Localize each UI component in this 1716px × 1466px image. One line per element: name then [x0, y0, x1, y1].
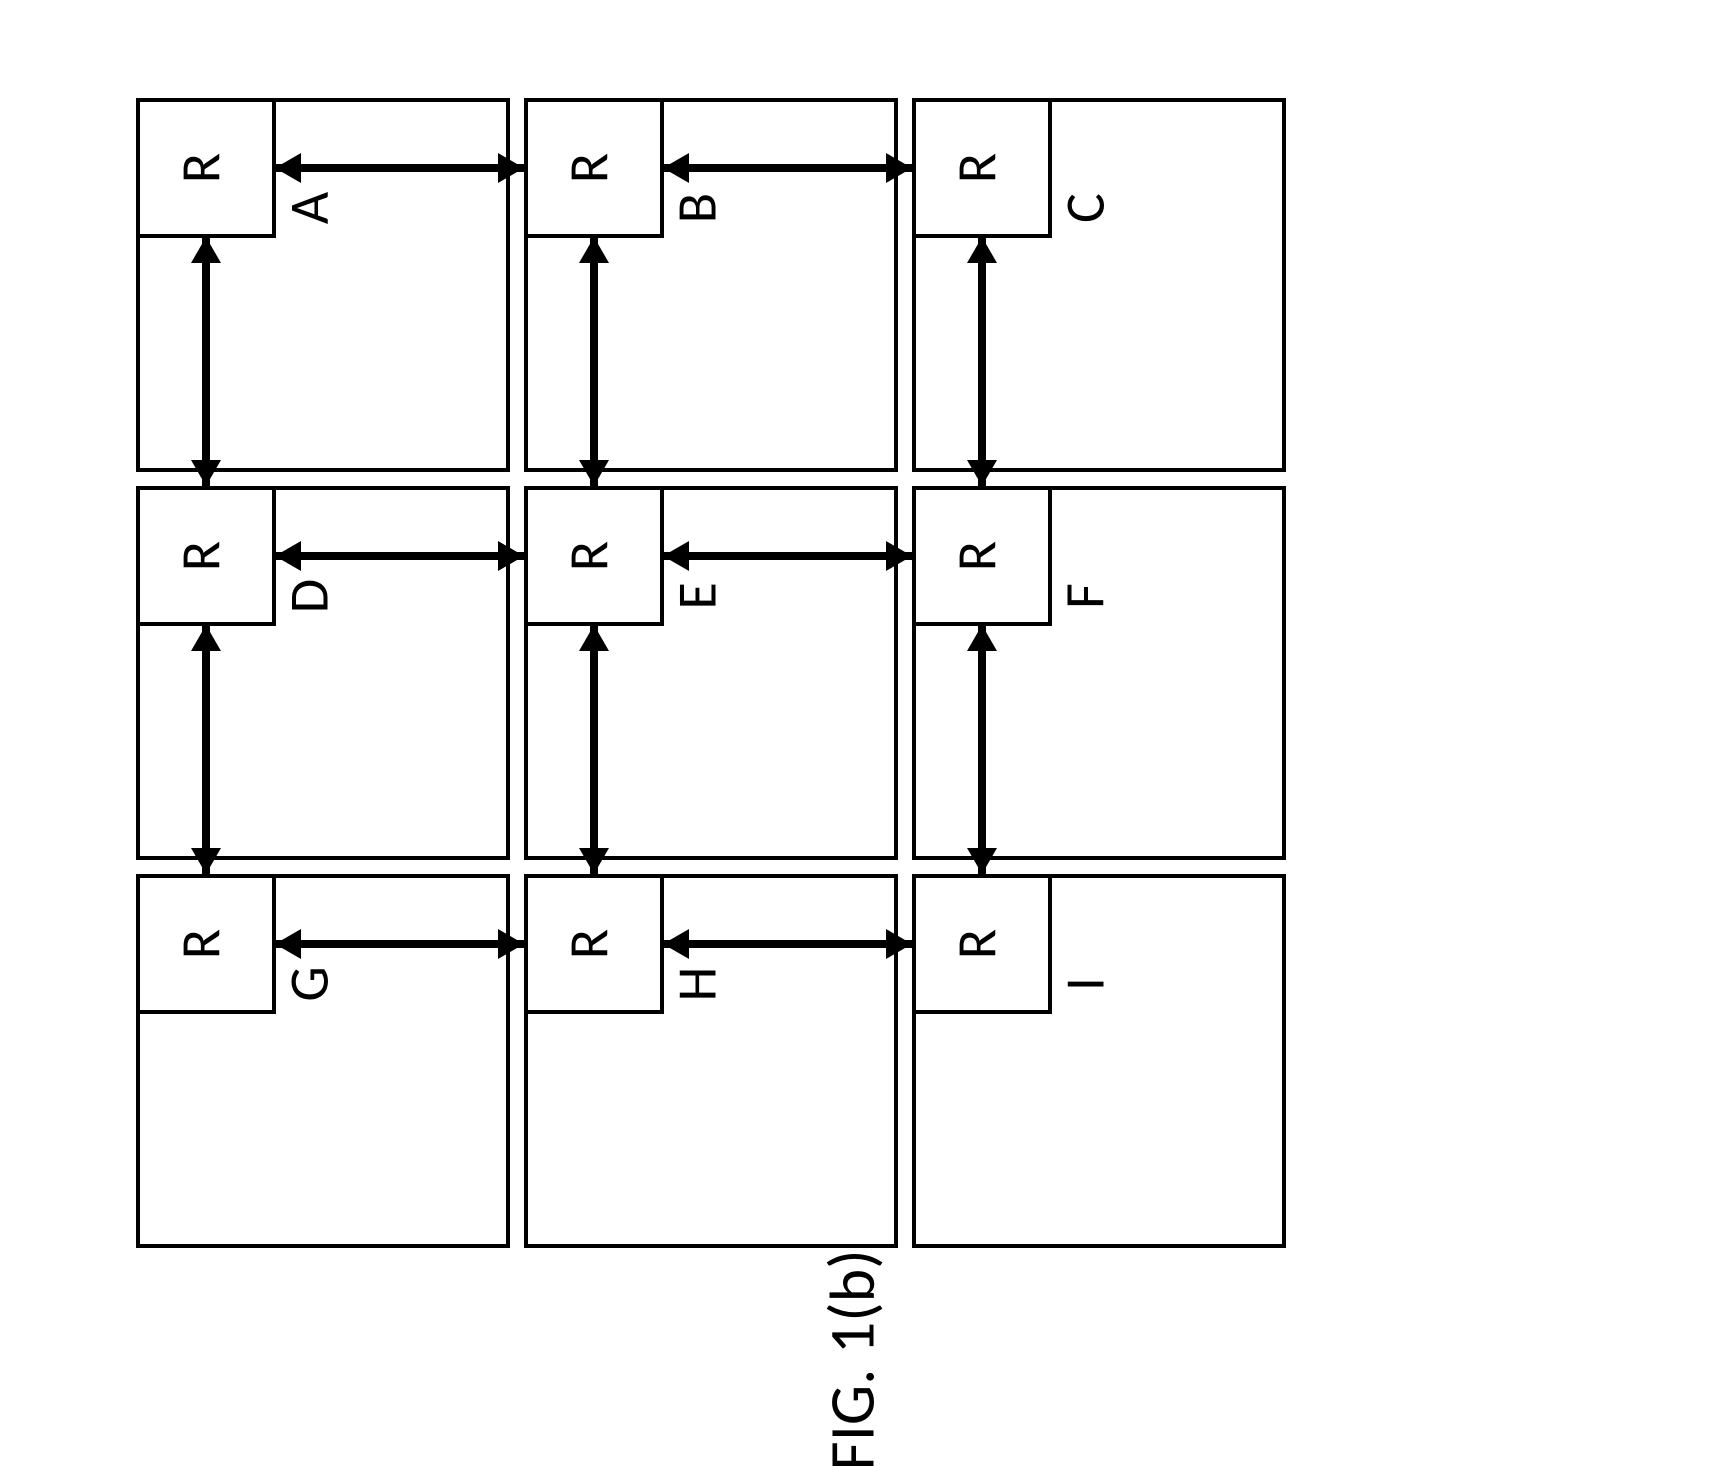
cell-B: RB — [526, 100, 896, 470]
cell-F: RF — [914, 488, 1284, 858]
cell-D: RD — [138, 488, 508, 858]
router-label: R — [167, 153, 235, 183]
cell-label: H — [663, 967, 731, 1002]
cell-label: B — [663, 193, 731, 223]
router-label: R — [943, 929, 1011, 959]
cell-I: RI — [914, 876, 1284, 1246]
cell-label: G — [275, 966, 343, 1001]
cell-label: C — [1051, 193, 1119, 223]
router-label: R — [555, 541, 623, 571]
cell-label: A — [275, 191, 343, 224]
diagram-canvas: RARBRCRDRERFRGRHRIFIG. 1(b) — [0, 0, 1716, 1466]
router-label: R — [167, 541, 235, 571]
router-label: R — [943, 541, 1011, 571]
cell-H: RH — [526, 876, 896, 1246]
router-label: R — [555, 153, 623, 183]
cell-C: RC — [914, 100, 1284, 470]
cell-G: RG — [138, 876, 508, 1246]
cell-label: E — [663, 582, 731, 609]
cell-label: I — [1051, 977, 1119, 991]
cell-label: D — [275, 579, 343, 613]
cell-A: RA — [138, 100, 508, 470]
router-label: R — [167, 929, 235, 959]
router-label: R — [943, 153, 1011, 183]
cell-E: RE — [526, 488, 896, 858]
router-label: R — [555, 929, 623, 959]
cell-label: F — [1051, 583, 1119, 609]
figure-caption: FIG. 1(b) — [813, 1249, 891, 1466]
